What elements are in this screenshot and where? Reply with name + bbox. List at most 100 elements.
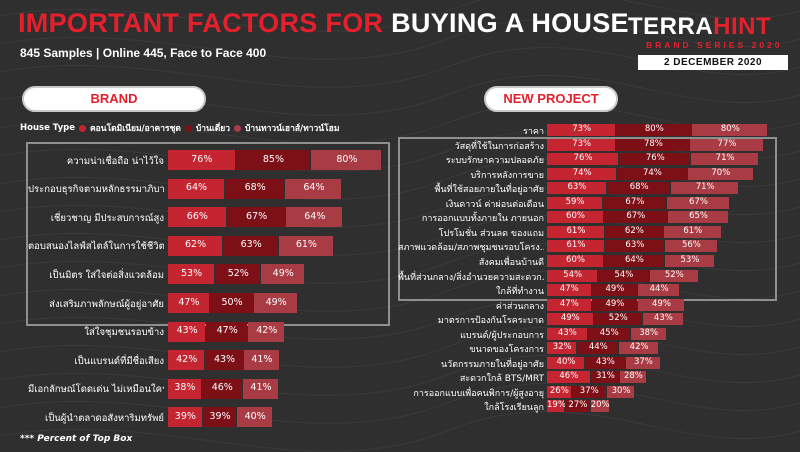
bar-segment xyxy=(571,385,606,398)
bar-segment xyxy=(577,342,619,355)
logo-series: BRAND SERIES 2020 xyxy=(646,40,783,50)
bar-segment xyxy=(168,207,226,228)
bar-segment xyxy=(547,371,590,384)
data-label: 31% xyxy=(595,371,615,382)
bar-segment xyxy=(261,264,305,285)
category-label: ประกอบธุรกิจตามหลักธรรมาภิบาล xyxy=(28,184,164,196)
bar-segment xyxy=(587,327,630,340)
legend: House Type คอนโดมิเนียม/อาคารชุด บ้านเดี… xyxy=(20,121,339,135)
data-label: 71% xyxy=(695,182,715,193)
bar-segment xyxy=(606,385,635,398)
contour-line xyxy=(0,410,800,452)
data-label: 61% xyxy=(566,225,586,236)
bar-segment xyxy=(638,284,679,297)
bar-segment xyxy=(237,407,272,428)
contour-line xyxy=(0,0,800,32)
data-label: 59% xyxy=(565,196,585,207)
category-label: ใกล้ที่ทำงาน xyxy=(496,287,544,298)
data-label: 56% xyxy=(681,240,701,251)
data-label: 71% xyxy=(715,153,735,164)
data-label: 61% xyxy=(295,239,317,251)
contour-line xyxy=(0,18,800,60)
category-label: เงินดาวน์ ค่าผ่อนต่อเดือน xyxy=(445,199,544,210)
legend-swatch-townhouse xyxy=(234,124,242,132)
new-project-section-header: NEW PROJECT xyxy=(484,86,618,112)
bar-segment xyxy=(547,284,591,297)
data-label: 53% xyxy=(680,254,700,265)
data-label: 43% xyxy=(653,313,673,324)
category-label: ใส่ใจชุมชนรอบข้าง xyxy=(84,327,164,339)
data-label: 39% xyxy=(174,410,196,422)
bar-segment xyxy=(547,211,603,224)
bar-segment xyxy=(547,327,587,340)
data-label: 20% xyxy=(590,400,610,411)
bar-segment xyxy=(663,225,721,238)
title-white-part: BUYING A HOUSE xyxy=(391,8,629,38)
bar-segment xyxy=(547,138,616,151)
data-label: 52% xyxy=(664,269,684,280)
data-label: 67% xyxy=(626,211,646,222)
data-label: 45% xyxy=(599,327,619,338)
data-label: 49% xyxy=(652,298,671,309)
bar-segment xyxy=(168,293,209,313)
bar-segment xyxy=(666,196,730,209)
data-label: 76% xyxy=(645,153,665,164)
bar-segment xyxy=(620,371,646,384)
category-label: การออกแบบเพื่อคนพิการ/ผู้สูงอายุ xyxy=(413,388,544,399)
contour-line xyxy=(0,214,800,256)
data-label: 52% xyxy=(608,313,628,324)
bar-segment xyxy=(168,150,235,170)
bar-segment xyxy=(201,378,242,399)
data-label: 76% xyxy=(573,153,593,164)
bar-segment xyxy=(591,298,638,311)
data-label: 53% xyxy=(181,267,203,279)
category-label: ระบบรักษาความปลอดภัย xyxy=(445,156,544,167)
bar-segment xyxy=(547,356,584,369)
data-label: 47% xyxy=(559,284,579,295)
data-label: 62% xyxy=(624,225,644,236)
category-label: เป็นแบรนด์ที่มีชื่อเสียง xyxy=(74,355,164,367)
bar-segment xyxy=(590,400,609,413)
data-label: 63% xyxy=(240,239,262,251)
data-label: 66% xyxy=(186,210,208,222)
data-label: 41% xyxy=(250,382,272,394)
bar-segment xyxy=(638,298,684,311)
legend-swatch-condo xyxy=(78,124,86,132)
data-label: 54% xyxy=(614,269,634,280)
contour-line xyxy=(0,270,800,312)
legend-label: House Type xyxy=(20,123,75,133)
sample-subtitle: 845 Samples | Online 445, Face to Face 4… xyxy=(20,46,267,60)
data-label: 70% xyxy=(711,167,731,178)
logo-hint: HINT xyxy=(713,13,772,40)
data-label: 44% xyxy=(649,284,669,295)
category-label: วัสดุที่ใช้ในการก่อสร้าง xyxy=(454,141,544,152)
category-label: สังคมเพื่อนบ้านดี xyxy=(478,257,544,268)
category-label: สะดวกใกล้ BTS/MRT xyxy=(459,374,544,385)
legend-item-house: บ้านเดี่ยว xyxy=(195,124,231,134)
bar-segment xyxy=(619,153,691,166)
data-label: 80% xyxy=(644,124,664,134)
data-label: 63% xyxy=(567,182,587,193)
category-label: โปรโมชั่น ส่วนลด ของแถม xyxy=(438,228,544,239)
bar-segment xyxy=(248,321,285,342)
category-label: การออกแบบทั้งภายใน ภายนอก xyxy=(421,214,544,225)
data-label: 77% xyxy=(717,138,737,149)
bar-segment xyxy=(616,138,690,151)
data-label: 32% xyxy=(552,342,572,353)
data-label: 63% xyxy=(625,240,645,251)
bar-segment xyxy=(671,182,738,195)
data-label: 49% xyxy=(605,298,625,309)
category-label: มีเอกลักษณ์โดดเด่น ไม่เหมือนใคร xyxy=(28,384,164,396)
data-label: 78% xyxy=(643,138,663,149)
data-label: 42% xyxy=(629,342,649,353)
data-label: 68% xyxy=(244,182,266,194)
contour-line xyxy=(0,354,800,396)
bar-segment xyxy=(547,269,598,282)
bar-segment xyxy=(168,350,205,371)
data-label: 67% xyxy=(689,196,708,207)
bar-segment xyxy=(691,153,758,166)
bar-segment xyxy=(598,269,649,282)
bar-segment xyxy=(205,350,243,371)
bar-segment xyxy=(223,235,279,256)
bar-segment xyxy=(547,254,603,267)
